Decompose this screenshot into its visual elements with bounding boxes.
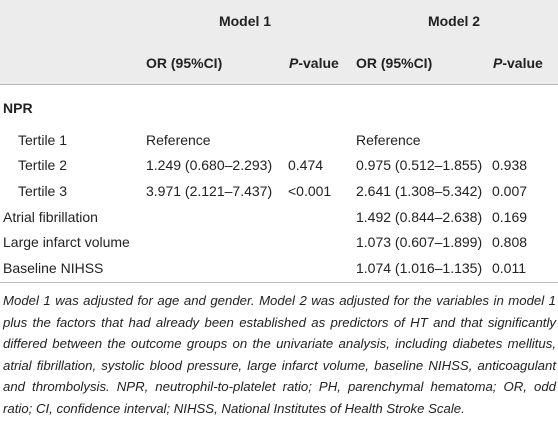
table-row: Tertile 2 1.249 (0.680–2.293) 0.474 0.975 (… <box>0 153 558 179</box>
table-cell <box>288 204 350 230</box>
table-cell: <0.001 <box>288 182 332 199</box>
group-header: Model 1 <box>140 0 350 42</box>
table-cell <box>492 127 558 153</box>
group-label: Model 2 <box>427 13 481 29</box>
table-cell: 2.641 (1.308–5.342) <box>356 182 483 199</box>
table-cell: 0.808 <box>492 234 528 251</box>
table-cell: 0.007 <box>492 182 528 199</box>
table-cell: 1.073 (0.607–1.899) <box>356 234 483 251</box>
table-cell <box>288 85 350 128</box>
group-header: Model 2 <box>350 0 558 42</box>
table-row: Tertile 1 Reference Reference <box>0 127 558 153</box>
table-cell: 0.011 <box>492 254 558 283</box>
row-label: NPR <box>3 100 33 116</box>
table-cell: 3.971 (2.121–7.437) <box>146 182 273 199</box>
table-row: Tertile 3 3.971 (2.121–7.437) <0.001 2.641 … <box>0 178 558 204</box>
table-header: Model 1 Model 2 OR (95%CI) P-value OR (95%… <box>0 0 558 85</box>
table-cell <box>350 85 492 128</box>
subheader-label: P-value <box>289 55 339 71</box>
table-row: Atrial fibrillation 1.492 (0.844–2.638) 0.… <box>0 204 558 230</box>
table-body: NPR Tertile 1 Reference Reference Tertile 2 1… <box>0 85 558 283</box>
subheader-cell: P-value <box>492 42 558 85</box>
table-cell: 0.169 <box>492 208 528 225</box>
group-header-row: Model 1 Model 2 <box>0 0 558 42</box>
subheader-cell: OR (95%CI) <box>140 42 288 85</box>
table-cell: Reference <box>146 131 211 148</box>
table-row: NPR <box>0 85 558 128</box>
row-label: Baseline NIHSS <box>0 254 140 283</box>
table-cell: Reference <box>356 131 421 148</box>
table-cell <box>140 204 288 230</box>
table-cell <box>140 254 288 283</box>
subheader-cell: P-value <box>288 42 350 85</box>
table-cell <box>492 85 558 128</box>
subheader-label: OR (95%CI) <box>356 55 433 71</box>
table-row: Baseline NIHSS 1.074 (1.016–1.135) 0.011 <box>0 254 558 283</box>
table-cell: 0.975 (0.512–1.855) <box>356 157 483 174</box>
row-label: Tertile 3 <box>18 182 68 199</box>
subheader-label: OR (95%CI) <box>146 55 223 71</box>
table-cell: 1.492 (0.844–2.638) <box>356 208 483 225</box>
table-row: Large infarct volume 1.073 (0.607–1.899) 0… <box>0 229 558 255</box>
table-cell: 0.938 <box>492 157 528 174</box>
table-cell <box>288 254 350 283</box>
subheader-label: P-value <box>493 55 543 71</box>
table-cell <box>288 127 350 153</box>
table-cell <box>140 85 288 128</box>
group-label: Model 1 <box>218 13 272 29</box>
row-label: Large infarct volume <box>3 234 130 251</box>
table-cell: 1.249 (0.680–2.293) <box>146 157 273 174</box>
row-label: Tertile 2 <box>18 157 68 174</box>
subheader-cell: OR (95%CI) <box>350 42 492 85</box>
row-label: Atrial fibrillation <box>3 208 98 225</box>
table-cell: 1.074 (1.016–1.135) <box>350 254 492 283</box>
table-cell <box>140 229 288 255</box>
subheader-row: OR (95%CI) P-value OR (95%CI) P-value <box>0 42 558 85</box>
row-label: Tertile 1 <box>18 131 68 148</box>
footnote: Model 1 was adjusted for age and gender.… <box>3 292 556 416</box>
table-cell <box>288 229 350 255</box>
table-cell: 0.474 <box>288 157 324 174</box>
results-table: Model 1 Model 2 OR (95%CI) P-value OR (95%… <box>0 0 558 283</box>
